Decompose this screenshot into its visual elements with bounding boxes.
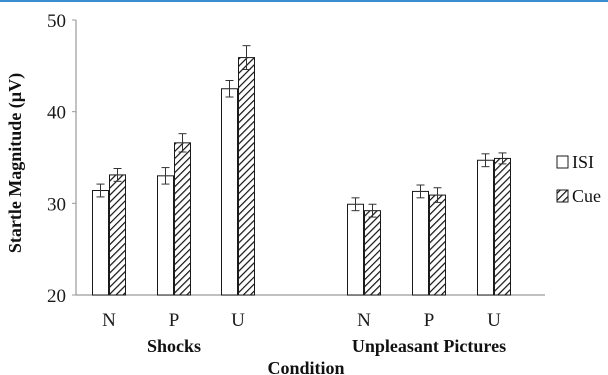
error-bar-isi [481, 153, 490, 168]
error-bar-cue [498, 152, 507, 165]
legend-swatch-cue [556, 189, 569, 203]
error-bar-cue [368, 203, 377, 218]
x-category-label: P [169, 310, 180, 331]
bar-cue [364, 210, 381, 296]
error-bar-isi [161, 167, 170, 185]
bar-cue [174, 142, 191, 296]
y-tick-label: 50 [47, 11, 66, 32]
x-category-label: N [102, 310, 116, 331]
bar-isi [477, 159, 494, 296]
x-category-label: P [424, 310, 435, 331]
y-tick-label: 40 [47, 103, 66, 124]
bar-isi [221, 88, 238, 296]
y-tick-label: 30 [47, 194, 66, 215]
error-bar-cue [113, 168, 122, 182]
x-category-label: N [357, 310, 371, 331]
bar-cue [109, 174, 126, 296]
bar-cue [238, 57, 255, 296]
bar-isi [92, 190, 109, 296]
y-axis-title: Startle Magnitude (µV) [5, 73, 26, 253]
x-group-label: Shocks [147, 336, 201, 356]
x-group-label: Unpleasant Pictures [352, 336, 506, 356]
error-bar-cue [242, 45, 251, 70]
legend-swatch-isi [556, 155, 569, 169]
bar-cue [494, 157, 511, 296]
bar-isi [412, 190, 429, 296]
y-tick-label: 20 [47, 286, 66, 307]
x-axis-title: Condition [267, 358, 344, 375]
error-bar-isi [225, 80, 234, 98]
x-category-label: U [231, 310, 245, 331]
error-bar-isi [351, 197, 360, 212]
error-bar-isi [96, 183, 105, 198]
bar-isi [157, 175, 174, 296]
bar-cue [429, 194, 446, 296]
error-bar-isi [416, 184, 425, 199]
bar-isi [347, 203, 364, 296]
error-bar-cue [178, 133, 187, 153]
legend-label-isi: ISI [572, 152, 594, 172]
legend-label-cue: Cue [572, 186, 601, 206]
legend: ISI Cue [556, 152, 601, 206]
x-category-label: U [487, 310, 501, 331]
top-accent-rule [0, 0, 608, 2]
error-bar-cue [433, 187, 442, 203]
